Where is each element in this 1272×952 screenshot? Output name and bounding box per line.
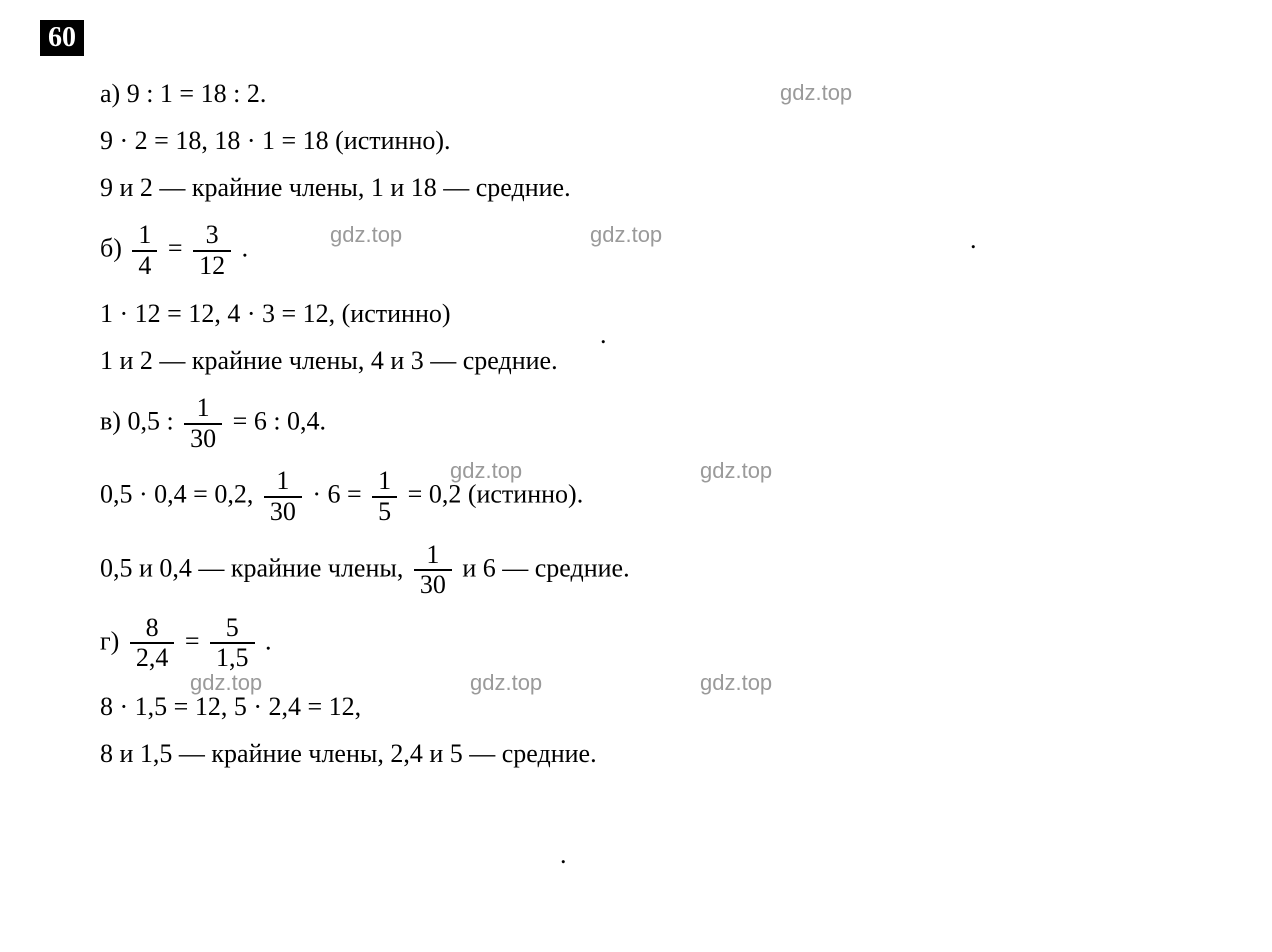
- part-d-label: г): [100, 626, 119, 655]
- pre: 0,5 и 0,4 — крайние члены,: [100, 553, 410, 582]
- part-d-line3: 8 и 1,5 — крайние члены, 2,4 и 5 — средн…: [100, 734, 1232, 773]
- fraction-1-30: 1 30: [184, 394, 222, 453]
- tail: и 6 — средние.: [462, 553, 629, 582]
- frac-den: 5: [372, 498, 397, 527]
- frac-den: 1,5: [210, 644, 255, 673]
- scan-artifact: .: [970, 225, 977, 255]
- part-a-label: а): [100, 79, 120, 108]
- frac-den: 4: [132, 252, 157, 281]
- part-a-eq: 9 : 1 = 18 : 2.: [120, 79, 266, 108]
- frac-den: 12: [193, 252, 231, 281]
- frac-num: 5: [210, 614, 255, 645]
- fraction-1-30: 1 30: [264, 467, 302, 526]
- scan-artifact: .: [600, 320, 607, 350]
- part-b-line1: б) 1 4 = 3 12 .: [100, 221, 1232, 280]
- part-c-label: в): [100, 407, 121, 436]
- part-c-line2: 0,5 · 0,4 = 0,2, 1 30 · 6 = 1 5 = 0,2 (и…: [100, 467, 1232, 526]
- part-a-line3: 9 и 2 — крайние члены, 1 и 18 — средние.: [100, 168, 1232, 207]
- part-d-line2: 8 · 1,5 = 12, 5 · 2,4 = 12,: [100, 687, 1232, 726]
- scan-artifact: .: [560, 840, 567, 870]
- frac-num: 1: [264, 467, 302, 498]
- fraction-1-4: 1 4: [132, 221, 157, 280]
- problem-number: 60: [40, 20, 84, 56]
- tail: .: [265, 626, 272, 655]
- tail: .: [242, 234, 249, 263]
- frac-num: 1: [132, 221, 157, 252]
- part-a-line1: а) 9 : 1 = 18 : 2.: [100, 74, 1232, 113]
- equals: =: [168, 234, 189, 263]
- pre: 0,5 · 0,4 = 0,2,: [100, 480, 260, 509]
- frac-den: 30: [264, 498, 302, 527]
- tail: = 0,2 (истинно).: [408, 480, 584, 509]
- fraction-1-5: 1 5: [372, 467, 397, 526]
- frac-num: 1: [372, 467, 397, 498]
- part-b-line3: 1 и 2 — крайние члены, 4 и 3 — средние.: [100, 341, 1232, 380]
- tail: = 6 : 0,4.: [233, 407, 326, 436]
- part-d-line1: г) 8 2,4 = 5 1,5 .: [100, 614, 1232, 673]
- frac-num: 1: [414, 541, 452, 572]
- frac-num: 8: [130, 614, 175, 645]
- frac-den: 30: [184, 425, 222, 454]
- frac-num: 1: [184, 394, 222, 425]
- pre: 0,5 :: [121, 407, 180, 436]
- problem-content: а) 9 : 1 = 18 : 2. 9 · 2 = 18, 18 · 1 = …: [40, 74, 1232, 773]
- part-a-line2: 9 · 2 = 18, 18 · 1 = 18 (истинно).: [100, 121, 1232, 160]
- frac-den: 30: [414, 571, 452, 600]
- part-c-line3: 0,5 и 0,4 — крайние члены, 1 30 и 6 — ср…: [100, 541, 1232, 600]
- mid: · 6 =: [312, 480, 368, 509]
- fraction-5-15: 5 1,5: [210, 614, 255, 673]
- fraction-8-24: 8 2,4: [130, 614, 175, 673]
- equals: =: [185, 626, 206, 655]
- fraction-1-30: 1 30: [414, 541, 452, 600]
- frac-num: 3: [193, 221, 231, 252]
- part-b-line2: 1 · 12 = 12, 4 · 3 = 12, (истинно): [100, 294, 1232, 333]
- part-b-label: б): [100, 234, 122, 263]
- frac-den: 2,4: [130, 644, 175, 673]
- part-c-line1: в) 0,5 : 1 30 = 6 : 0,4.: [100, 394, 1232, 453]
- fraction-3-12: 3 12: [193, 221, 231, 280]
